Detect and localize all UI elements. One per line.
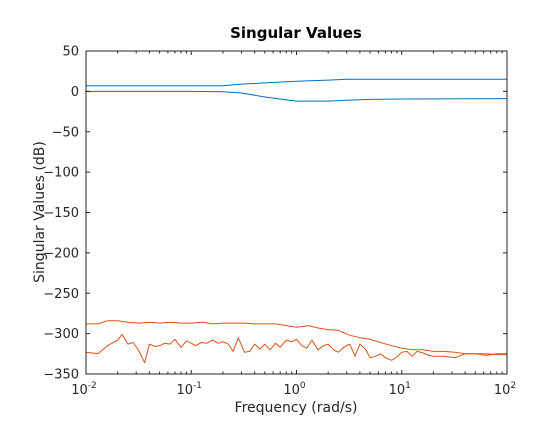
series-line-4 — [85, 333, 507, 364]
y-tick-label: −50 — [52, 125, 79, 140]
y-tick-label: −300 — [43, 327, 79, 342]
series-layer — [85, 78, 508, 364]
x-axis-label: Frequency (rad/s) — [235, 400, 358, 416]
axes-box — [85, 50, 508, 375]
x-tick-label: 10-2 — [71, 381, 97, 398]
y-tick-label: 0 — [71, 85, 79, 100]
y-tick-label: −200 — [43, 246, 79, 261]
x-tick-label: 10-1 — [176, 381, 202, 398]
x-tick-label: 100 — [283, 381, 306, 398]
series-line-2 — [86, 90, 508, 102]
x-tick-label: 102 — [494, 381, 516, 398]
plot-area — [86, 51, 507, 374]
y-tick-label: −100 — [43, 166, 79, 181]
x-tick-label: 101 — [389, 381, 411, 398]
y-tick-label: −350 — [43, 368, 79, 383]
series-line-1 — [86, 78, 507, 87]
y-tick-label: −150 — [43, 206, 79, 221]
y-tick-label: 50 — [62, 45, 79, 60]
y-axis-label: Singular Values (dB) — [32, 141, 48, 283]
series-line-3 — [86, 320, 507, 356]
y-tick-label: −250 — [43, 287, 79, 302]
chart-title: Singular Values — [230, 24, 362, 42]
